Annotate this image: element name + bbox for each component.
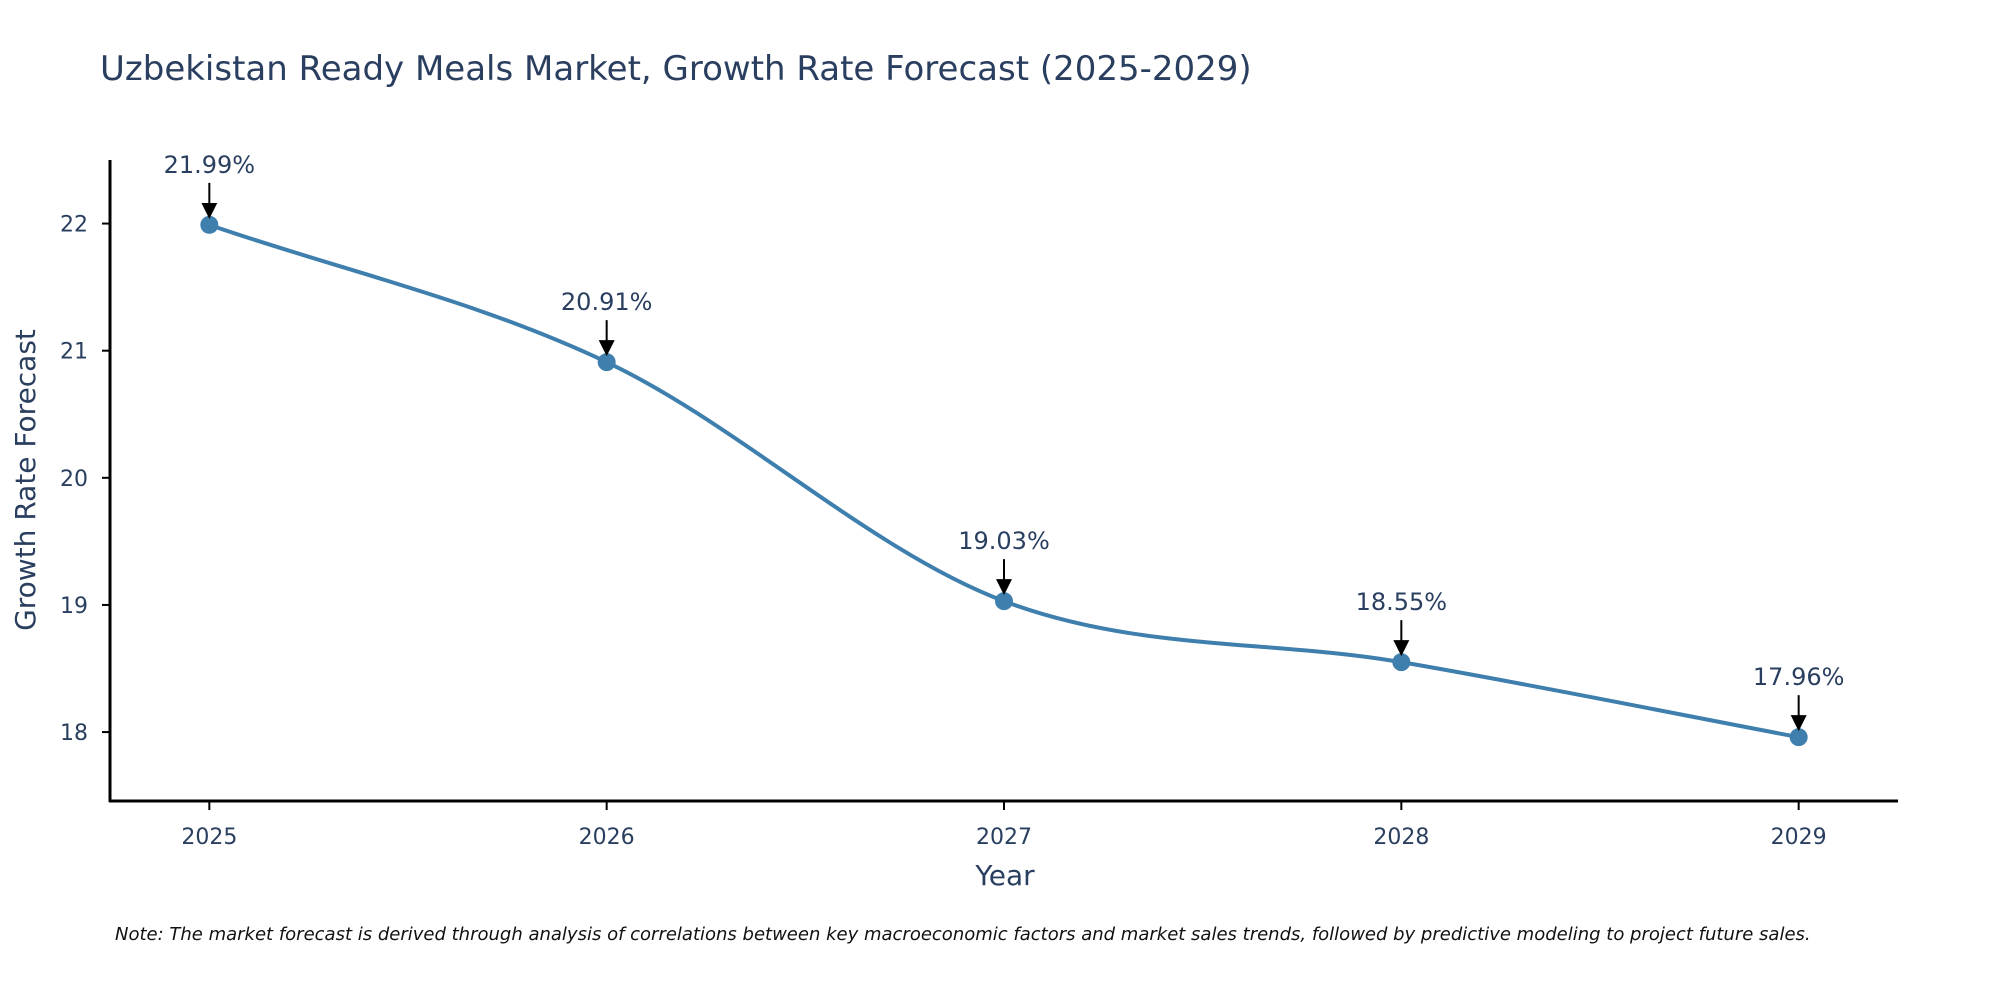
data-point — [995, 592, 1013, 611]
y-tick-label: 22 — [60, 213, 88, 238]
y-tick-label: 20 — [60, 467, 88, 492]
y-axis-title: Growth Rate Forecast — [9, 329, 42, 631]
y-tick-label: 18 — [60, 721, 88, 746]
x-tick-label: 2029 — [1771, 825, 1827, 850]
x-ticks: 2025 2026 2027 2028 2029 — [181, 802, 1827, 850]
x-tick-label: 2027 — [976, 825, 1032, 850]
data-label: 20.91% — [561, 288, 653, 316]
y-tick-label: 19 — [60, 594, 88, 619]
data-point — [200, 215, 219, 234]
data-annotations: 21.99% 20.91% 19.03% 18.55% 17.96% — [164, 151, 1845, 732]
data-point — [1392, 653, 1411, 672]
x-axis-title: Year — [974, 859, 1035, 892]
x-tick-label: 2025 — [181, 825, 237, 850]
data-point — [597, 353, 616, 372]
series-line — [207, 222, 1801, 740]
data-point — [1789, 728, 1808, 747]
footnote: Note: The market forecast is derived thr… — [115, 924, 1811, 945]
data-label: 17.96% — [1753, 663, 1845, 691]
x-tick-label: 2028 — [1373, 825, 1429, 850]
chart-title: Uzbekistan Ready Meals Market, Growth Ra… — [100, 49, 1252, 89]
y-ticks: 18 19 20 21 22 — [60, 213, 110, 746]
y-tick-label: 21 — [60, 340, 88, 365]
data-label: 18.55% — [1356, 588, 1448, 616]
data-label: 19.03% — [958, 527, 1050, 555]
data-label: 21.99% — [164, 151, 256, 179]
axes — [108, 160, 1898, 803]
data-points — [200, 215, 1808, 747]
x-tick-label: 2026 — [579, 825, 635, 850]
